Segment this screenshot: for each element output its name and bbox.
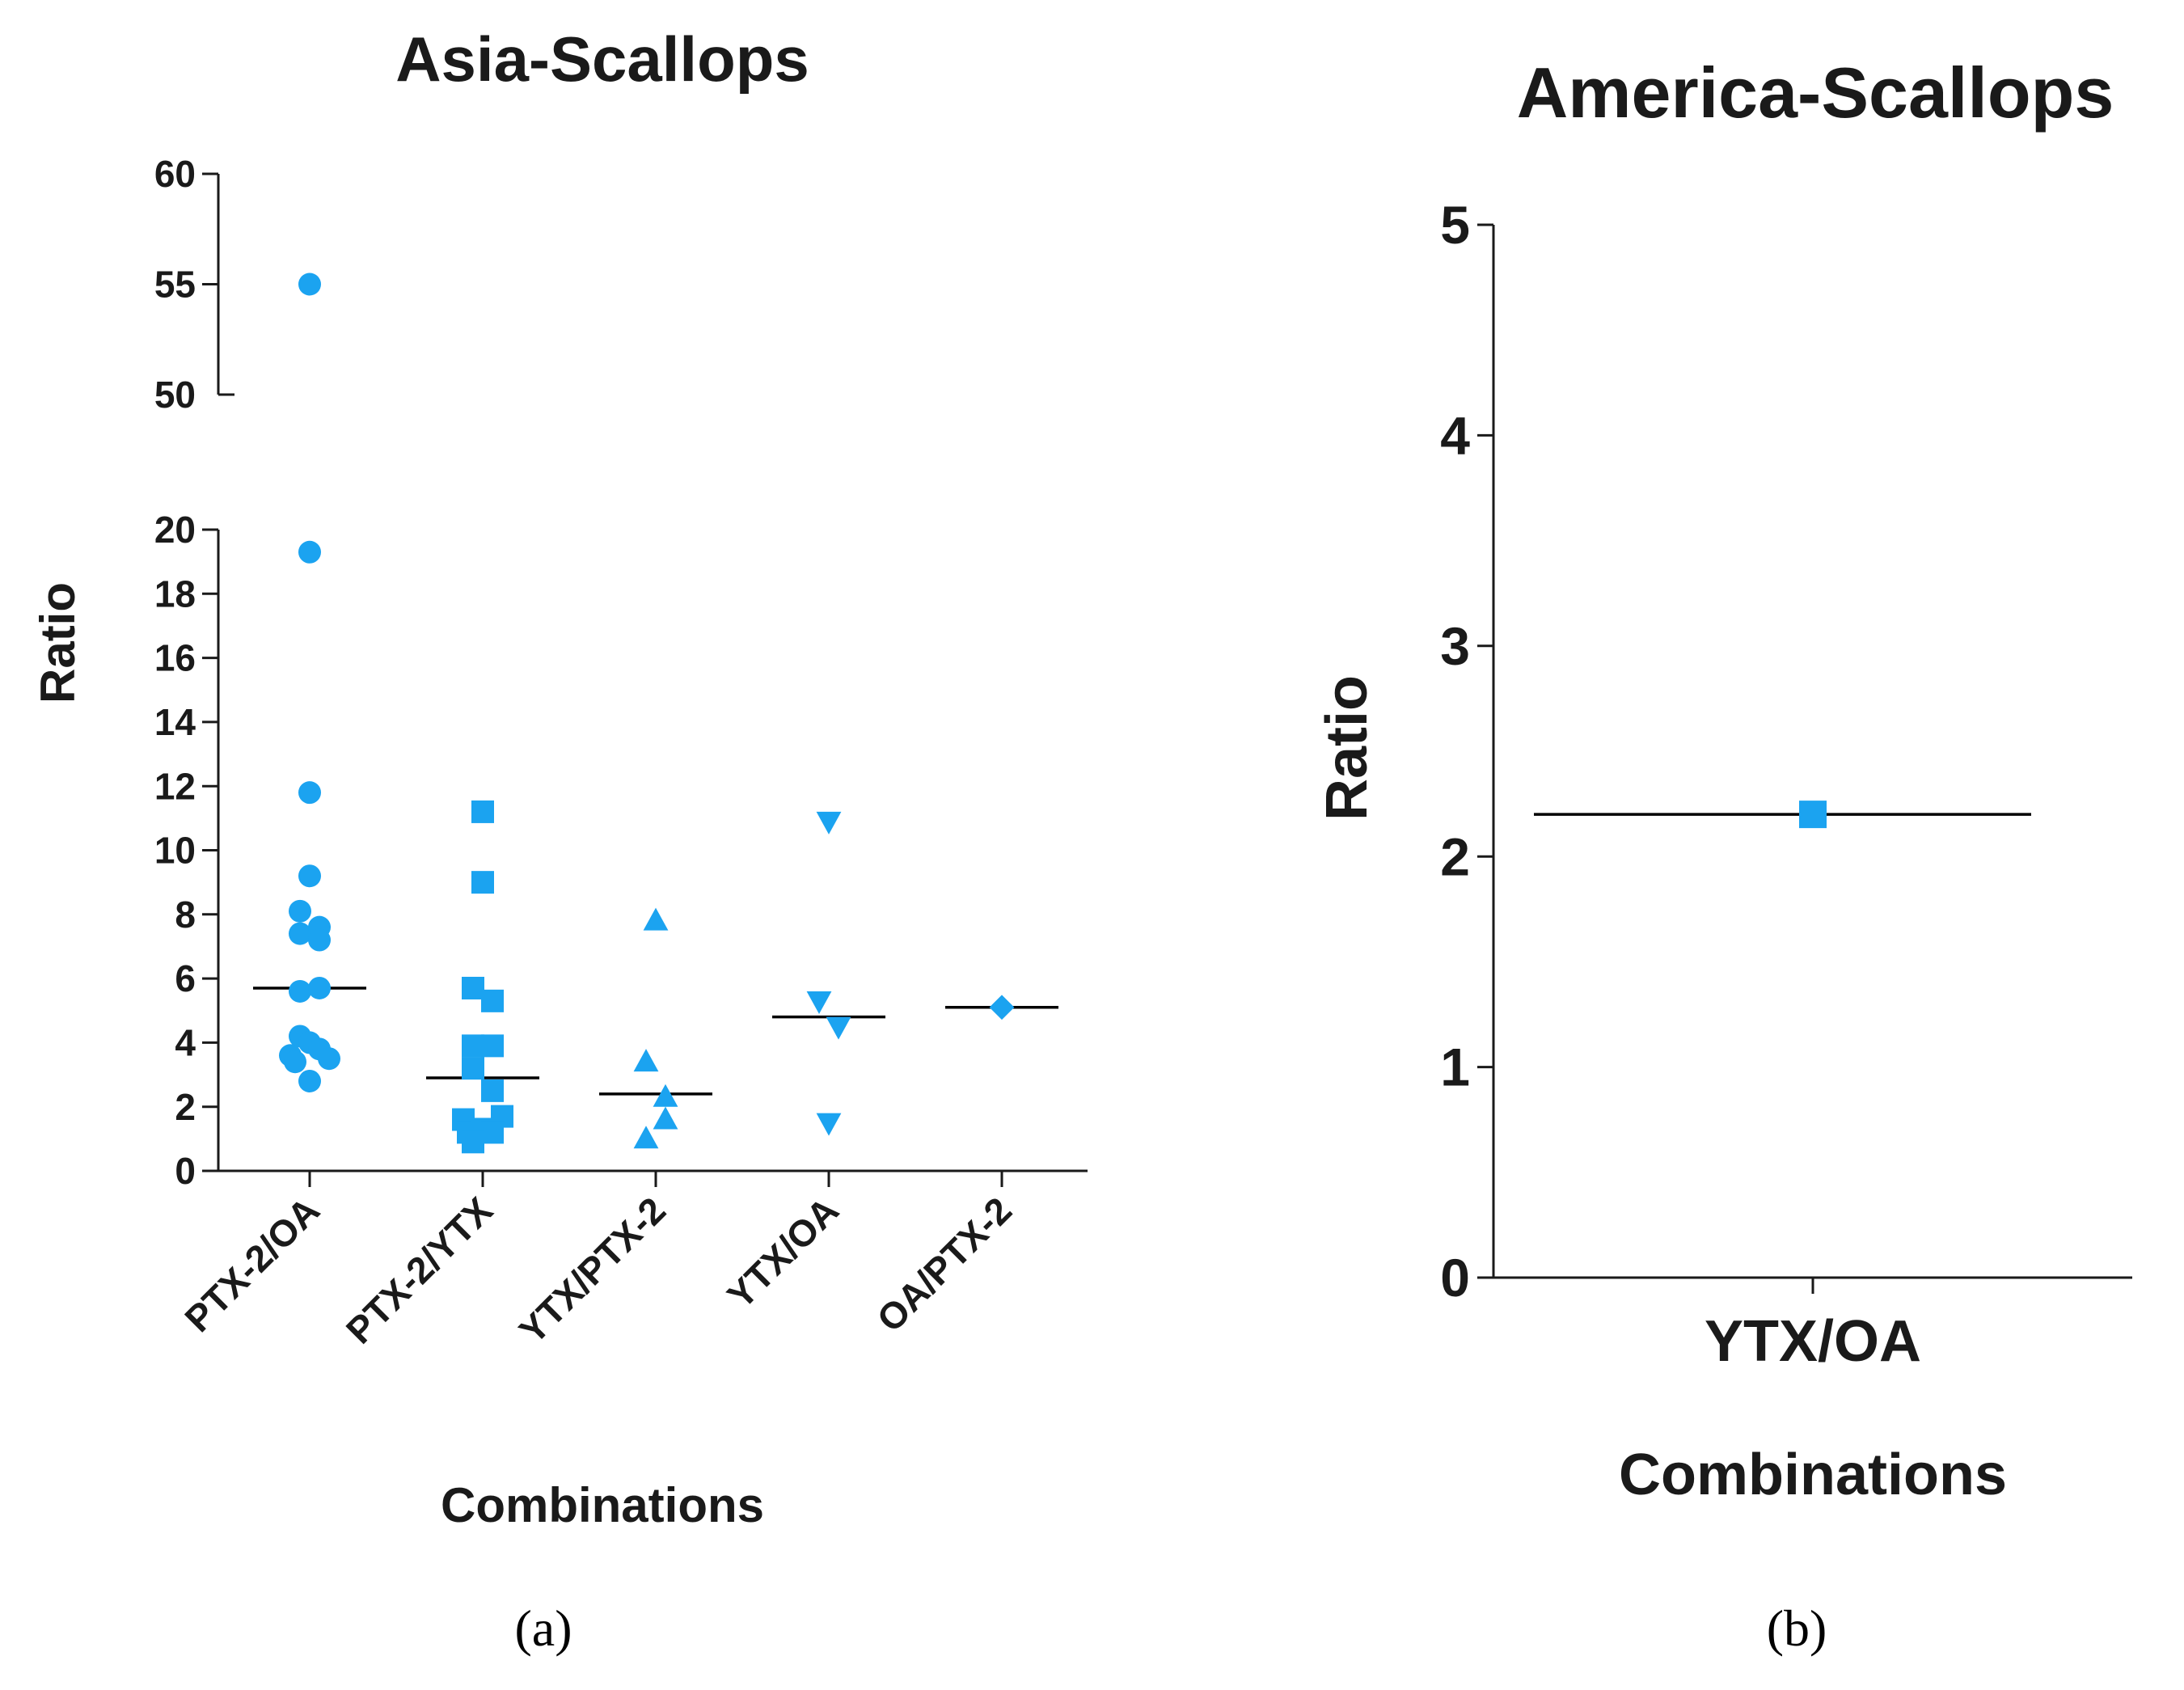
chart-a-ytick: 6: [175, 957, 218, 999]
data-point: [462, 1057, 484, 1080]
chart-a-ytick: 16: [154, 637, 218, 679]
chart-a-ytick: 10: [154, 830, 218, 872]
data-point: [308, 928, 331, 952]
svg-text:2: 2: [175, 1086, 196, 1128]
data-point: [806, 991, 832, 1014]
data-point: [298, 540, 321, 564]
svg-text:16: 16: [154, 637, 196, 679]
data-point: [633, 1049, 659, 1072]
chart-a-panel-label: (a): [514, 1599, 572, 1657]
data-point: [816, 811, 842, 834]
svg-text:1: 1: [1440, 1037, 1470, 1097]
chart-b-ytick: 4: [1440, 406, 1493, 466]
data-point: [471, 800, 494, 823]
data-point: [1799, 801, 1827, 829]
chart-b-ytick: 3: [1440, 616, 1493, 676]
svg-text:2: 2: [1440, 826, 1470, 886]
chart-a-ytick: 50: [154, 374, 234, 416]
chart-a-xtick-label: YTX/PTX-2: [511, 1189, 674, 1351]
svg-text:4: 4: [175, 1022, 196, 1064]
data-point: [481, 989, 504, 1012]
chart-b-xlabel: Combinations: [1619, 1443, 2007, 1507]
data-point: [298, 273, 321, 296]
chart-b: America-Scallops Ratio 0 1 2 3 4 5 YTX/O…: [1315, 53, 2132, 1657]
chart-a-ytick: 8: [175, 894, 218, 936]
chart-b-ytick: 1: [1440, 1037, 1493, 1097]
chart-a-xlabel: Combinations: [441, 1478, 764, 1532]
chart-b-panel-label: (b): [1767, 1599, 1827, 1657]
data-point: [298, 781, 321, 805]
chart-a-x-ticks: PTX-2/OA PTX-2/YTX YTX/PTX-2 YTX/OA OA/P…: [176, 1171, 1020, 1352]
data-point: [633, 1126, 659, 1149]
chart-a-ytick: 14: [154, 701, 218, 743]
chart-a-ytick: 18: [154, 572, 218, 615]
chart-a-ytick: 2: [175, 1086, 218, 1128]
svg-text:8: 8: [175, 894, 196, 936]
data-point: [284, 1050, 306, 1074]
chart-a-xtick-label: OA/PTX-2: [868, 1189, 1020, 1340]
chart-a-ytick: 60: [154, 153, 218, 195]
chart-a-marks: [253, 273, 1058, 1154]
data-point: [298, 864, 321, 888]
chart-a-ytick: 4: [175, 1022, 218, 1064]
svg-text:4: 4: [1440, 406, 1470, 466]
svg-text:14: 14: [154, 701, 196, 743]
chart-a-xtick-label: PTX-2/YTX: [338, 1189, 501, 1351]
data-point: [471, 871, 494, 894]
chart-a-y-ticks-lower: 0 2 4 6 8 10 12 14 16 18 20: [154, 509, 218, 1192]
svg-text:55: 55: [154, 264, 196, 306]
chart-b-xtick-label: YTX/OA: [1705, 1309, 1921, 1374]
chart-a-ytick: 55: [154, 264, 218, 306]
data-point: [298, 1069, 321, 1092]
svg-text:18: 18: [154, 572, 196, 615]
data-point: [289, 922, 311, 945]
data-point: [816, 1113, 842, 1136]
chart-b-ytick: 5: [1440, 195, 1493, 255]
chart-b-marks: [1534, 801, 2031, 829]
chart-a-ytick: 12: [154, 765, 218, 807]
data-point: [826, 1016, 851, 1040]
svg-text:5: 5: [1440, 195, 1470, 255]
chart-a-xtick-label: YTX/OA: [719, 1189, 847, 1316]
chart-b-ylabel: Ratio: [1315, 675, 1379, 821]
data-point: [462, 1034, 484, 1058]
chart-a-title: Asia-Scallops: [395, 23, 809, 95]
data-point: [462, 1130, 484, 1154]
data-point: [289, 899, 311, 923]
data-point: [318, 1047, 340, 1071]
data-point: [989, 995, 1015, 1020]
svg-text:0: 0: [175, 1150, 196, 1192]
data-point: [308, 976, 331, 999]
data-point: [653, 1084, 678, 1107]
svg-text:3: 3: [1440, 616, 1470, 676]
svg-text:12: 12: [154, 765, 196, 807]
chart-a-ylabel: Ratio: [31, 582, 85, 703]
data-point: [481, 1079, 504, 1102]
chart-a: Asia-Scallops Ratio 0 2 4 6 8 10 12 14 1…: [31, 23, 1088, 1657]
data-point: [462, 976, 484, 999]
data-point: [481, 1121, 504, 1144]
svg-text:0: 0: [1440, 1248, 1470, 1308]
svg-text:60: 60: [154, 153, 196, 195]
svg-text:20: 20: [154, 509, 196, 551]
data-point: [289, 979, 311, 1003]
chart-a-ytick: 20: [154, 509, 218, 551]
chart-b-title: America-Scallops: [1517, 53, 2114, 133]
svg-text:10: 10: [154, 830, 196, 872]
chart-b-y-ticks: 0 1 2 3 4 5: [1440, 195, 1493, 1308]
chart-b-ytick: 2: [1440, 826, 1493, 886]
chart-a-xtick-label: PTX-2/OA: [176, 1189, 327, 1340]
data-point: [481, 1034, 504, 1058]
svg-text:50: 50: [154, 374, 196, 416]
svg-text:6: 6: [175, 957, 196, 999]
chart-b-ytick: 0: [1440, 1248, 1493, 1308]
data-point: [643, 907, 669, 931]
data-point: [653, 1106, 678, 1130]
chart-a-y-ticks-upper: 50 55 60: [154, 153, 234, 416]
chart-a-ytick: 0: [175, 1150, 218, 1192]
